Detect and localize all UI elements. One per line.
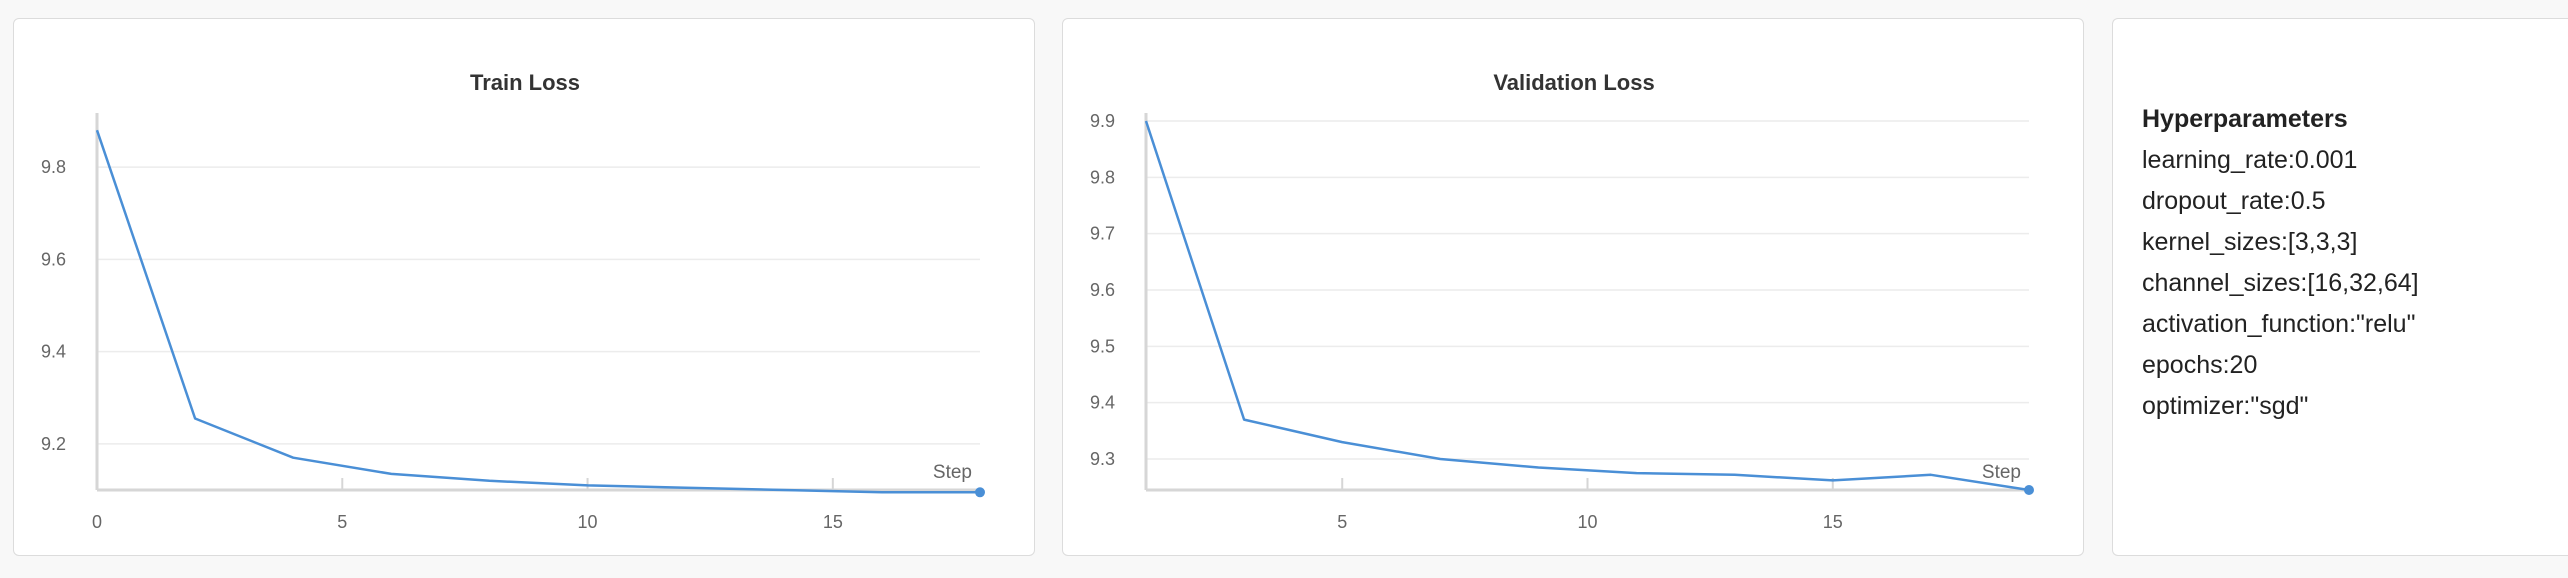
x-tick-label: 5 <box>1337 512 1347 532</box>
y-tick-label: 9.7 <box>1090 224 1115 244</box>
y-tick-label: 9.3 <box>1090 449 1115 469</box>
validation-loss-chart: Validation Loss 9.3 9.4 9.5 9.6 9.7 9.8 9.9 5 10 1… <box>1090 70 2034 532</box>
hyperparameter-kernel-sizes: kernel_sizes:[3,3,3] <box>2142 228 2358 256</box>
series-line <box>1144 120 2030 492</box>
y-tick-label: 9.2 <box>41 434 66 454</box>
y-tick-label: 9.9 <box>1090 111 1115 131</box>
chart-title: Train Loss <box>470 70 580 95</box>
hyperparameter-epochs: epochs:20 <box>2142 351 2258 379</box>
hyperparameters-title: Hyperparameters <box>2142 105 2348 133</box>
y-tick-label: 9.8 <box>1090 167 1115 187</box>
x-tick-label: 10 <box>1577 512 1597 532</box>
y-tick-label: 9.6 <box>41 249 66 269</box>
hyperparameter-dropout-rate: dropout_rate:0.5 <box>2142 187 2326 215</box>
x-tick-label: 5 <box>337 512 347 532</box>
y-tick-label: 9.4 <box>41 342 66 362</box>
series-end-point <box>2024 485 2034 495</box>
train-loss-panel: Train Loss 9.2 9.4 9.6 9.8 0 5 10 15 Step <box>13 18 1035 556</box>
x-tick-label: 0 <box>92 512 102 532</box>
y-tick-label: 9.8 <box>41 157 66 177</box>
x-axis-label: Step <box>933 462 972 483</box>
x-tick-label: 10 <box>578 512 598 532</box>
x-tick-label: 15 <box>823 512 843 532</box>
series-line <box>95 129 980 494</box>
x-axis-label: Step <box>1982 462 2021 483</box>
hyperparameter-optimizer: optimizer:"sgd" <box>2142 392 2309 420</box>
x-tick-label: 15 <box>1823 512 1843 532</box>
hyperparameter-learning-rate: learning_rate:0.001 <box>2142 146 2358 174</box>
train-loss-chart: Train Loss 9.2 9.4 9.6 9.8 0 5 10 15 Step <box>41 70 985 532</box>
hyperparameters-panel: Hyperparameters learning_rate:0.001 drop… <box>2112 18 2568 556</box>
y-tick-label: 9.6 <box>1090 280 1115 300</box>
hyperparameters-list: Hyperparameters learning_rate:0.001 drop… <box>2142 99 2419 427</box>
y-tick-label: 9.4 <box>1090 393 1115 413</box>
validation-loss-panel: Validation Loss 9.3 9.4 9.5 9.6 9.7 9.8 9.9 5 10 1… <box>1062 18 2084 556</box>
chart-title: Validation Loss <box>1493 70 1654 95</box>
hyperparameter-activation-function: activation_function:"relu" <box>2142 310 2416 338</box>
hyperparameter-channel-sizes: channel_sizes:[16,32,64] <box>2142 269 2419 297</box>
series-end-point <box>975 487 985 498</box>
y-tick-label: 9.5 <box>1090 336 1115 356</box>
